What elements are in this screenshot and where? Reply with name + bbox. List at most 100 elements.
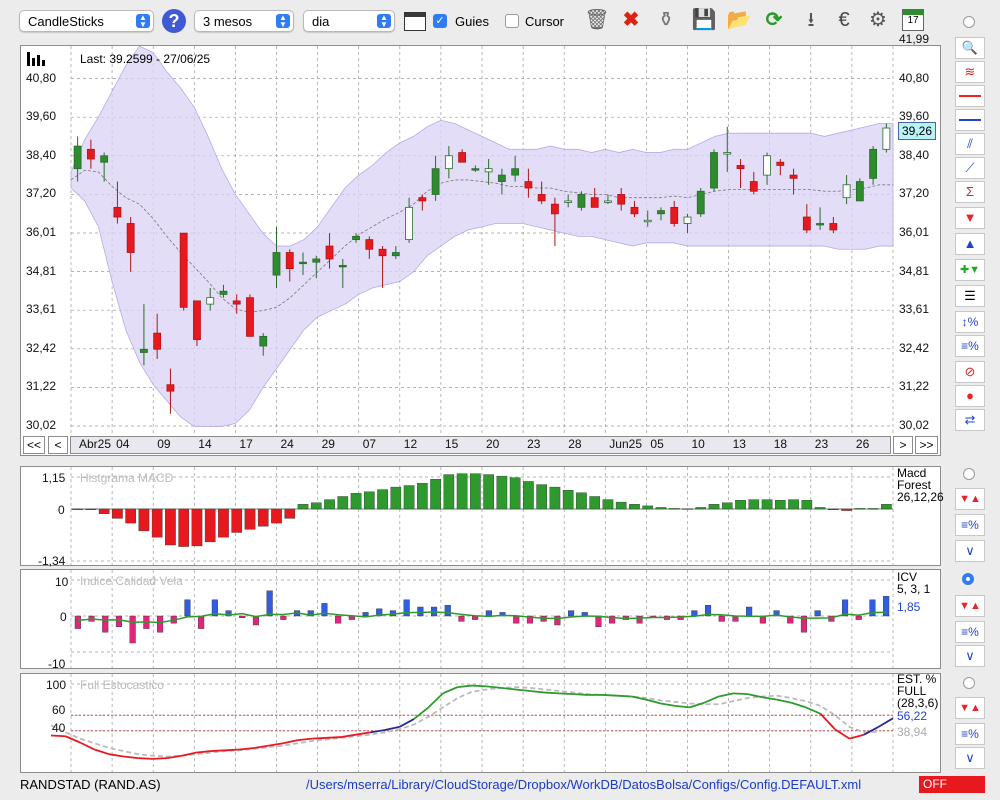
trash-icon[interactable]: 🗑 bbox=[584, 9, 610, 31]
macd-legend: Macd Forest 26,12,26 bbox=[897, 467, 944, 503]
help-icon[interactable]: ? bbox=[162, 9, 186, 33]
macd-percent-icon[interactable]: ≡% bbox=[955, 514, 985, 536]
off-badge[interactable]: OFF bbox=[919, 776, 985, 793]
hline-blue-icon[interactable] bbox=[955, 109, 985, 131]
calendar-icon[interactable]: 17 bbox=[902, 9, 924, 31]
fibonacci-icon[interactable]: Σ bbox=[955, 181, 985, 203]
candle-body bbox=[524, 181, 533, 189]
grid-chart-icon[interactable] bbox=[404, 12, 426, 31]
icv-value: 1,85 bbox=[897, 600, 921, 614]
stoch-value-k: 56,22 bbox=[897, 709, 928, 723]
refresh-icon[interactable]: ⟳ bbox=[765, 9, 783, 31]
record-icon[interactable]: ● bbox=[955, 385, 985, 407]
gear-icon[interactable]: ⚙ bbox=[869, 9, 887, 31]
stoch-arrows-icon[interactable]: ▼▲ bbox=[955, 697, 985, 719]
macd-curve-icon[interactable]: ∨ bbox=[955, 540, 985, 562]
icv-bar bbox=[102, 615, 109, 633]
icv-percent-icon[interactable]: ≡% bbox=[955, 621, 985, 643]
x-axis-bar[interactable] bbox=[70, 436, 891, 454]
lines-icon[interactable]: ☰ bbox=[955, 285, 985, 307]
icv-panel-radio[interactable] bbox=[962, 573, 974, 585]
stoch-legend-line1: EST. % bbox=[897, 672, 937, 686]
candle-body bbox=[855, 181, 864, 202]
nav-prev-button[interactable]: < bbox=[48, 436, 68, 454]
macd-bar bbox=[165, 508, 176, 546]
macd-bar bbox=[682, 508, 693, 510]
icv-bar bbox=[225, 610, 232, 617]
trendline-icon[interactable]: ⟋ bbox=[955, 157, 985, 179]
x-tick-label: 09 bbox=[157, 437, 171, 451]
candle-body bbox=[232, 300, 241, 305]
icv-bar bbox=[239, 615, 246, 618]
icv-arrows-icon[interactable]: ▼▲ bbox=[955, 595, 985, 617]
cursor-checkbox[interactable] bbox=[505, 14, 519, 28]
stoch-k-segment bbox=[762, 696, 778, 701]
interval-select[interactable]: dia ▲ ▼ bbox=[303, 10, 395, 32]
nav-first-label: << bbox=[26, 438, 41, 452]
macd-panel-radio[interactable] bbox=[963, 468, 975, 480]
nav-next-button[interactable]: > bbox=[893, 436, 913, 454]
folder-icon[interactable]: 📂 bbox=[726, 9, 752, 31]
y-tick-left: 36,01 bbox=[26, 225, 57, 239]
x-tick-label: 28 bbox=[568, 437, 582, 451]
percent-lines-icon[interactable]: ≡% bbox=[955, 335, 985, 357]
stoch-percent-icon[interactable]: ≡% bbox=[955, 723, 985, 745]
percent-range-icon[interactable]: ↕% bbox=[955, 311, 985, 333]
macd-bar bbox=[271, 508, 282, 524]
nav-last-button[interactable]: >> bbox=[915, 436, 938, 454]
stoch-curve-icon[interactable]: ∨ bbox=[955, 747, 985, 769]
stoch-k-segment bbox=[486, 685, 502, 689]
macd-bar bbox=[841, 508, 852, 511]
channel-icon[interactable]: ⫽ bbox=[955, 133, 985, 155]
candle-body bbox=[696, 190, 705, 215]
stoch-panel-radio[interactable] bbox=[963, 677, 975, 689]
stoch-k-segment bbox=[878, 717, 894, 728]
x-tick-label: 17 bbox=[239, 437, 253, 451]
candle-body bbox=[670, 206, 679, 224]
hline-red-icon[interactable] bbox=[955, 85, 985, 107]
candle-body bbox=[246, 297, 254, 337]
icv-bar bbox=[773, 610, 780, 617]
zoom-icon[interactable]: 🔍 bbox=[955, 37, 985, 59]
icv-bar bbox=[883, 596, 890, 617]
stoch-k-segment bbox=[94, 748, 110, 756]
main-chart-svg bbox=[70, 46, 894, 434]
stop-icon[interactable]: ⊘ bbox=[955, 361, 985, 383]
macd-bar bbox=[629, 504, 640, 510]
macd-bar bbox=[828, 508, 839, 511]
icv-bar bbox=[458, 615, 465, 622]
arrow-down-icon[interactable]: ▼ bbox=[955, 207, 985, 229]
save-icon[interactable]: 💾 bbox=[691, 9, 717, 31]
period-select[interactable]: 3 mesos ▲ ▼ bbox=[194, 10, 294, 32]
icv-bar bbox=[787, 615, 794, 624]
main-panel-radio[interactable] bbox=[963, 16, 975, 28]
candle-body bbox=[352, 235, 360, 241]
macd-bar bbox=[257, 508, 269, 527]
euro-icon[interactable]: € bbox=[838, 9, 850, 31]
nav-first-button[interactable]: << bbox=[23, 436, 45, 454]
swap-icon[interactable]: ⇄ bbox=[955, 409, 985, 431]
config-path-link[interactable]: /Users/mserra/Library/CloudStorage/Dropb… bbox=[306, 777, 862, 792]
icv-bar bbox=[554, 615, 561, 626]
icv-bar bbox=[129, 615, 136, 644]
bands-tool-icon[interactable]: ≋ bbox=[955, 61, 985, 83]
download-icon[interactable]: ⭳ bbox=[807, 9, 815, 31]
add-arrows-icon[interactable]: ✚▼ bbox=[955, 259, 985, 281]
macd-bar bbox=[191, 508, 203, 547]
jar-icon[interactable]: ⚱ bbox=[657, 9, 675, 31]
y-tick-right: 32,42 bbox=[899, 340, 930, 355]
arrow-up-icon[interactable]: ▲ bbox=[955, 233, 985, 255]
y-tick-right: 41,99 bbox=[899, 32, 930, 46]
chart-type-select[interactable]: CandleSticks ▲ ▼ bbox=[19, 10, 154, 32]
stoch-k-segment bbox=[515, 688, 531, 692]
guides-checkbox[interactable]: ✓ bbox=[433, 14, 447, 28]
stoch-k-segment bbox=[283, 739, 298, 745]
macd-arrows-icon[interactable]: ▼▲ bbox=[955, 488, 985, 510]
delete-icon[interactable]: ✖ bbox=[622, 9, 640, 31]
stoch-k-segment bbox=[718, 692, 734, 698]
macd-bar bbox=[788, 499, 799, 510]
icv-curve-icon[interactable]: ∨ bbox=[955, 645, 985, 667]
macd-bar bbox=[735, 500, 746, 510]
icv-legend-line1: ICV bbox=[897, 570, 918, 584]
bollinger-band bbox=[70, 46, 894, 428]
